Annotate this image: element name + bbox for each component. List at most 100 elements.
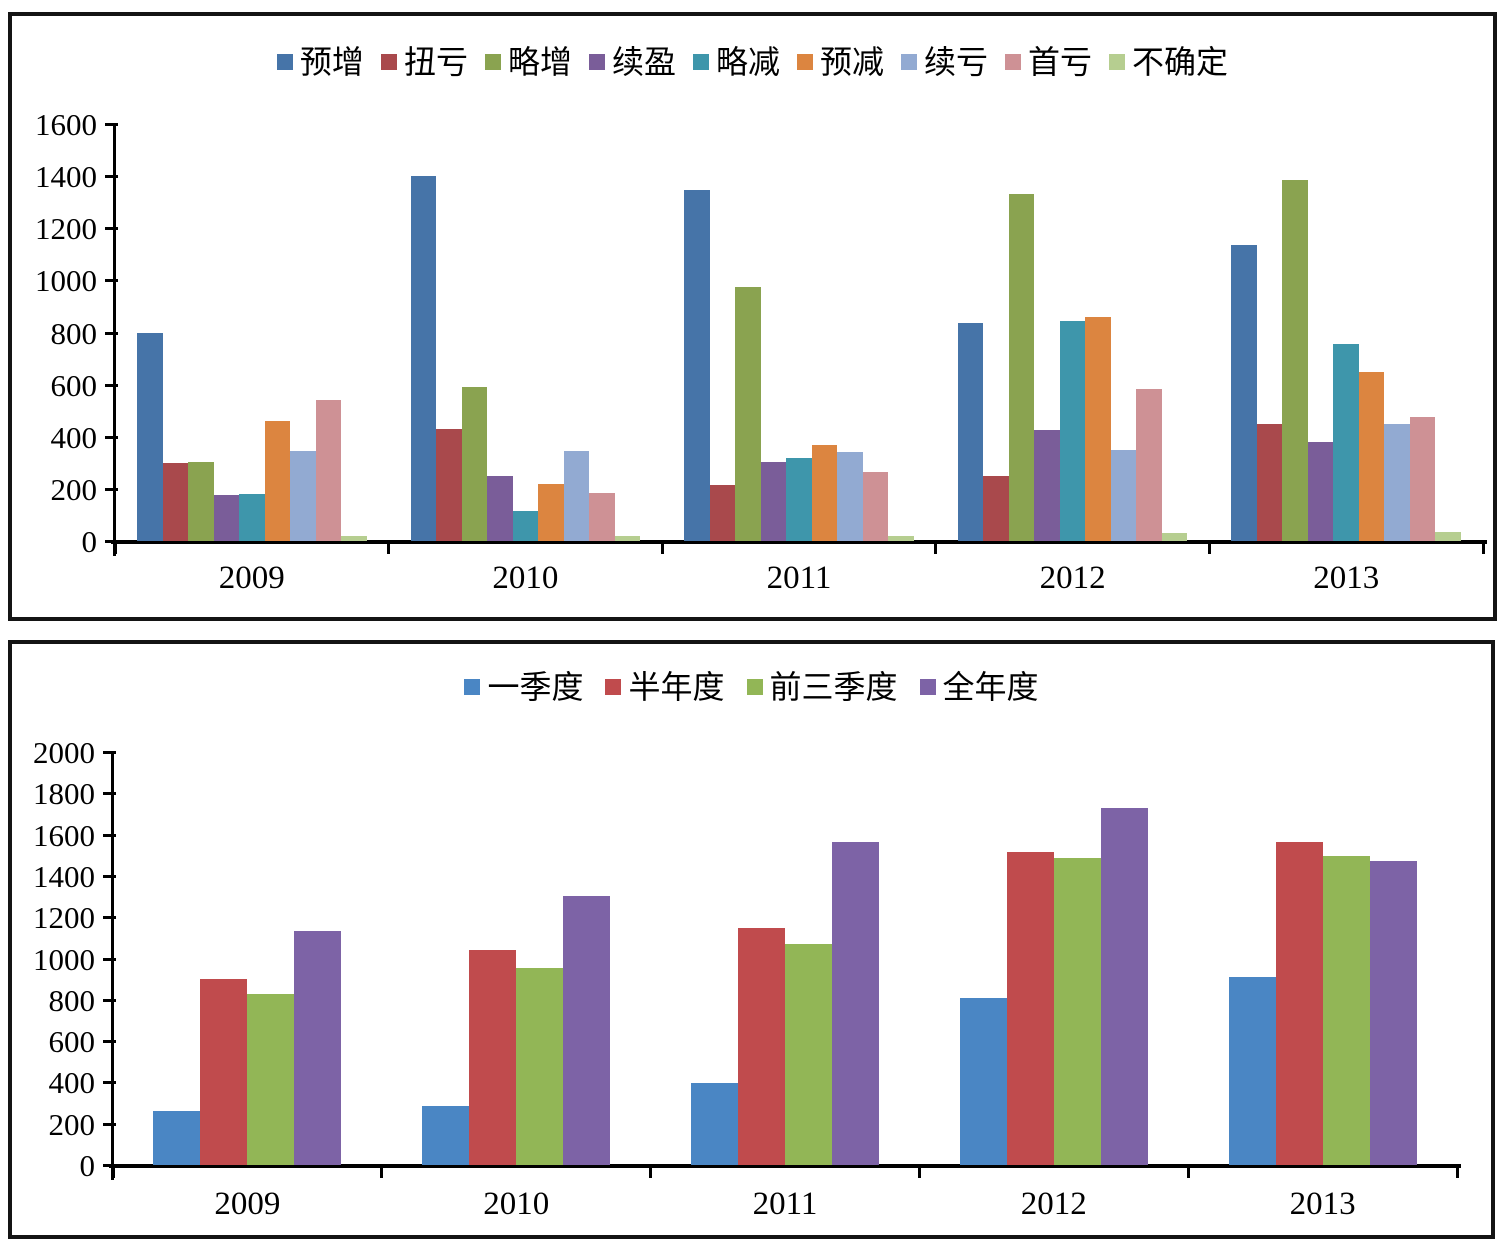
y-tick-mark	[103, 1164, 116, 1167]
x-tick-mark	[934, 541, 938, 554]
y-tick-mark	[105, 279, 118, 283]
bar	[1136, 388, 1162, 541]
bar	[691, 1083, 738, 1165]
x-tick-label: 2010	[492, 560, 559, 596]
bar	[786, 457, 812, 541]
bar	[137, 332, 163, 541]
legend-label: 首亏	[1028, 44, 1093, 80]
bar	[1100, 807, 1148, 1165]
x-tick-mark	[380, 1165, 384, 1178]
legend-item: 前三季度	[746, 669, 898, 705]
bar	[341, 535, 367, 541]
bar	[487, 475, 513, 541]
bar	[1275, 841, 1323, 1165]
bar	[684, 190, 710, 541]
bar	[315, 400, 342, 541]
legend-swatch-icon	[1005, 54, 1022, 70]
bar	[1034, 430, 1060, 541]
legend-swatch-icon	[1109, 54, 1126, 70]
bar	[1110, 449, 1137, 541]
y-tick-mark	[105, 487, 118, 491]
bar	[200, 979, 248, 1165]
y-axis-line	[111, 752, 114, 1180]
x-tick-mark	[1186, 1165, 1190, 1178]
bar	[461, 387, 488, 541]
legend-swatch-icon	[588, 54, 605, 70]
x-tick-mark	[1455, 1165, 1459, 1178]
bar	[1358, 371, 1385, 541]
x-tick-mark	[1207, 541, 1211, 554]
y-tick-mark	[105, 227, 118, 231]
bar	[738, 927, 785, 1165]
bar	[239, 494, 265, 541]
bar	[735, 286, 761, 541]
bar	[1322, 856, 1370, 1165]
bar	[1307, 441, 1334, 541]
y-tick-label: 2000	[33, 735, 95, 770]
y-tick-mark	[103, 1122, 116, 1126]
legend-item: 首亏	[1005, 44, 1092, 80]
x-tick-mark	[387, 541, 391, 554]
bar	[957, 323, 984, 541]
legend-item: 一季度	[464, 669, 583, 705]
bar	[247, 993, 295, 1165]
bar	[153, 1111, 201, 1165]
legend-label: 半年度	[628, 669, 725, 705]
y-tick-mark	[103, 957, 116, 961]
legend-label: 一季度	[487, 669, 584, 705]
x-tick-mark	[113, 541, 117, 554]
legend-item: 续盈	[588, 44, 676, 80]
bar	[959, 997, 1007, 1165]
bar	[213, 495, 240, 541]
legend-item: 略增	[484, 44, 572, 80]
bar	[1231, 245, 1257, 541]
legend-swatch-icon	[901, 54, 918, 70]
y-tick-label: 200	[48, 1106, 96, 1142]
y-tick-mark	[105, 435, 118, 439]
x-axis-line	[109, 1164, 1461, 1168]
legend-item: 预增	[276, 44, 364, 80]
bar	[760, 461, 787, 541]
y-tick-mark	[105, 175, 118, 179]
legend-swatch-icon	[797, 54, 813, 70]
bar	[709, 484, 736, 541]
earnings-forecast-type-chart-panel: 预增 扭亏 略增 续盈 略减 预减 续亏 首亏 不确定 0 200 400 600 800 1000 120…	[8, 12, 1497, 621]
legend-swatch-icon	[692, 54, 709, 70]
x-tick-label: 2009	[214, 1186, 281, 1222]
plot-area: 0 200 400 600 800 1000 1200 1400 1600 2009 2010 201…	[35, 107, 1487, 596]
y-tick-mark	[103, 916, 116, 920]
legend-item: 扭亏	[380, 44, 468, 80]
bar	[1006, 852, 1054, 1165]
bar	[785, 944, 832, 1165]
bar	[469, 950, 517, 1165]
bar	[294, 930, 342, 1165]
bar	[983, 475, 1009, 541]
legend-label: 预增	[299, 44, 364, 80]
legend: 预增 扭亏 略增 续盈 略减 预减 续亏 首亏 不确定	[12, 44, 1493, 80]
x-tick-label: 2010	[483, 1186, 550, 1222]
x-tick-label: 2009	[218, 560, 285, 596]
legend-swatch-icon	[919, 679, 936, 695]
y-tick-label: 200	[50, 471, 98, 507]
bar	[1282, 180, 1308, 541]
y-axis-line	[113, 124, 116, 556]
bar	[1369, 861, 1417, 1165]
x-tick-label: 2012	[1039, 560, 1106, 596]
y-tick-label: 1600	[35, 107, 97, 142]
bar	[837, 452, 863, 541]
bar	[1409, 417, 1436, 541]
y-tick-label: 800	[48, 982, 96, 1018]
y-tick-mark	[103, 1040, 116, 1044]
bar	[862, 471, 889, 541]
y-tick-mark	[103, 751, 116, 754]
y-tick-label: 600	[50, 367, 98, 403]
legend-label: 略增	[507, 44, 572, 80]
x-tick-mark	[660, 541, 664, 554]
x-axis-line	[111, 540, 1487, 544]
legend-item: 略减	[692, 44, 780, 80]
y-tick-label: 1800	[33, 776, 95, 812]
plot-area: 0 200 400 600 800 1000 1200 1400 1600 1800 2000 200…	[33, 735, 1461, 1222]
y-tick-mark	[103, 792, 116, 796]
legend-label: 续盈	[611, 44, 676, 80]
legend-item: 半年度	[605, 669, 725, 705]
